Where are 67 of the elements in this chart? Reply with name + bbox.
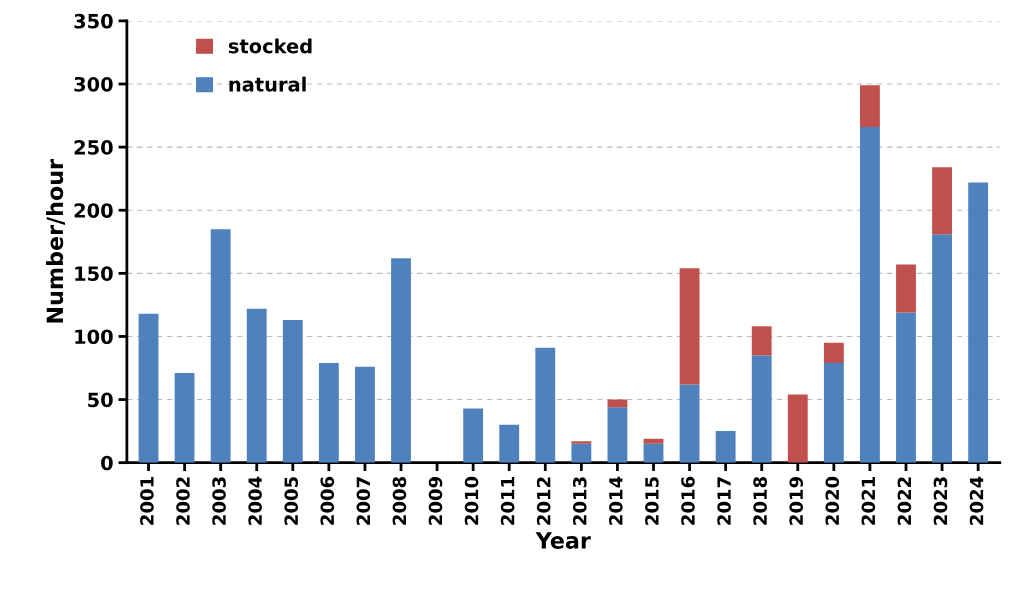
x-tick-label: 2024 [969,476,984,525]
x-tick-label: 2011 [500,477,515,525]
bar [282,320,303,463]
bar [896,264,916,313]
bar [355,366,375,463]
bar [499,424,520,463]
bar [715,431,736,463]
bar [860,85,880,127]
legend-label: natural [229,76,306,92]
x-tick-label: 2006 [320,476,335,525]
x-tick-label: 2005 [284,477,299,525]
x-axis-title: Year [535,532,591,549]
y-tick-label: 300 [74,76,113,92]
y-tick-label: 250 [74,140,113,155]
x-tick-label: 2003 [212,477,226,525]
bar [246,308,267,463]
legend-label: stocked [228,38,312,54]
bar [463,408,484,463]
y-tick-label: 100 [75,329,113,345]
bar [318,362,339,463]
bar [823,342,844,363]
x-tick-label: 2013 [572,477,587,525]
y-tick-label: 200 [74,203,113,218]
x-tick-label: 2001 [140,477,154,525]
y-tick-label: 350 [74,13,113,29]
bar [751,355,772,463]
bar [571,443,592,463]
x-tick-label: 2007 [356,477,371,525]
y-tick-label: 0 [101,455,113,471]
bar [679,384,700,463]
y-tick-label: 50 [88,392,113,408]
bar [643,443,664,463]
x-tick-label: 2004 [248,476,262,525]
bar [968,182,989,463]
bar [932,234,952,463]
bar [174,373,195,463]
x-tick-label: 2015 [645,477,659,525]
bar [860,126,880,463]
x-tick-label: 2009 [428,477,443,525]
x-tick-label: 2017 [717,477,731,525]
x-tick-label: 2002 [176,477,190,525]
bar [535,347,556,463]
y-tick-label: 150 [75,266,113,281]
bar [643,438,664,444]
x-tick-label: 2014 [609,476,623,525]
bar [932,167,952,235]
x-tick-label: 2008 [392,476,407,525]
x-tick-label: 2018 [753,476,767,525]
y-axis-title: Number/hour [46,159,65,323]
x-tick-label: 2012 [536,477,551,525]
bar [787,394,808,463]
x-tick-label: 2021 [861,477,876,525]
bar [210,229,231,463]
x-tick-label: 2020 [825,476,840,525]
x-tick-label: 2023 [933,477,948,525]
bar [896,312,916,463]
x-tick-label: 2022 [897,477,912,525]
bar [823,362,844,463]
bar [138,313,159,463]
bar [679,268,700,385]
x-tick-label: 2016 [681,476,695,525]
x-tick-label: 2010 [464,476,479,525]
bar [607,407,628,463]
x-tick-label: 2019 [789,477,804,525]
bar [751,326,772,356]
bar [571,441,592,444]
bar [391,258,411,463]
